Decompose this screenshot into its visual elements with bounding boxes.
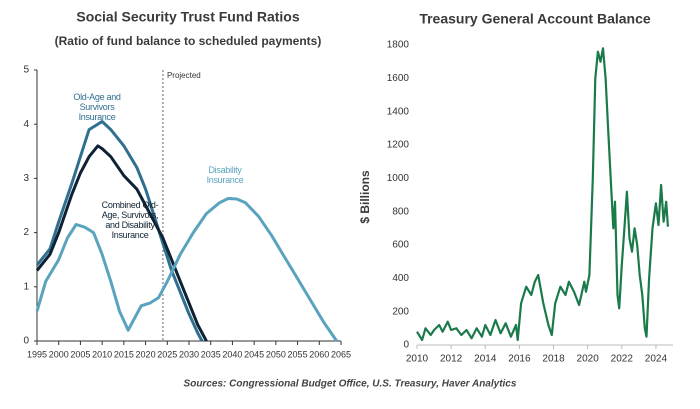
y-tick-label: 1600 — [387, 73, 410, 84]
y-tick-label: 200 — [392, 306, 409, 317]
series-label-text: Old-Age and Survivors Insurance — [73, 92, 121, 122]
x-tick-label: 2065 — [331, 349, 351, 359]
x-tick-label: 2020 — [136, 349, 156, 359]
x-tick-label: 2045 — [244, 349, 264, 359]
series-label: Combined Old-Age, Survivors, and Disabil… — [101, 200, 159, 240]
x-tick-label: 2024 — [645, 354, 668, 365]
x-tick-label: 2020 — [577, 354, 600, 365]
y-tick-label: 400 — [392, 273, 409, 284]
x-tick-label: 1995 — [27, 349, 47, 359]
y-tick-label: 1000 — [387, 173, 410, 184]
y-tick-label: 5 — [23, 65, 29, 76]
series-label-text: Combined Old-Age, Survivors, and Disabil… — [101, 200, 159, 240]
y-tick-label: 2 — [23, 227, 29, 238]
y-tick-label: 1200 — [387, 140, 410, 151]
y-tick-label: 3 — [23, 173, 29, 184]
series-line — [416, 47, 669, 342]
y-tick-label: 1 — [23, 281, 29, 292]
y-axis-label: $ Billions — [358, 170, 372, 224]
source: Sources: Congressional Budget Office, U.… — [184, 379, 517, 390]
series-label: Old-Age and Survivors Insurance — [73, 92, 121, 122]
y-tick-label: 0 — [23, 336, 29, 347]
series-label-text: Disability Insurance — [206, 165, 244, 185]
x-tick-label: 2050 — [266, 349, 286, 359]
series-line — [35, 197, 338, 342]
x-tick-label: 2010 — [92, 349, 112, 359]
series-label: Disability Insurance — [206, 165, 244, 185]
x-tick-label: 2018 — [542, 354, 565, 365]
y-tick-label: 1400 — [387, 106, 410, 117]
x-tick-label: 2000 — [49, 349, 69, 359]
y-tick-label: 800 — [392, 206, 409, 217]
series-line — [35, 144, 208, 342]
x-tick-label: 2035 — [201, 349, 221, 359]
series-line — [35, 120, 204, 342]
x-tick-label: 2005 — [70, 349, 90, 359]
x-tick-label: 2022 — [611, 354, 634, 365]
chart-title: Treasury General Account Balance — [419, 11, 651, 27]
x-tick-label: 2015 — [114, 349, 134, 359]
x-tick-label: 2030 — [179, 349, 199, 359]
y-tick-label: 1800 — [387, 40, 410, 51]
y-tick-label: 600 — [392, 240, 409, 251]
x-tick-label: 2040 — [222, 349, 242, 359]
x-tick-label: 2014 — [474, 354, 497, 365]
x-tick-label: 2025 — [157, 349, 177, 359]
x-tick-label: 2012 — [440, 354, 463, 365]
annotation: Projected — [167, 71, 201, 80]
x-tick-label: 2016 — [508, 354, 531, 365]
x-tick-label: 2010 — [406, 354, 429, 365]
y-tick-label: 0 — [403, 340, 409, 351]
y-tick-label: 4 — [23, 119, 29, 130]
x-tick-label: 2055 — [288, 349, 308, 359]
chart-subtitle: (Ratio of fund balance to scheduled paym… — [55, 34, 322, 48]
x-tick-label: 2060 — [309, 349, 329, 359]
chart-title: Social Security Trust Fund Ratios — [76, 9, 299, 25]
